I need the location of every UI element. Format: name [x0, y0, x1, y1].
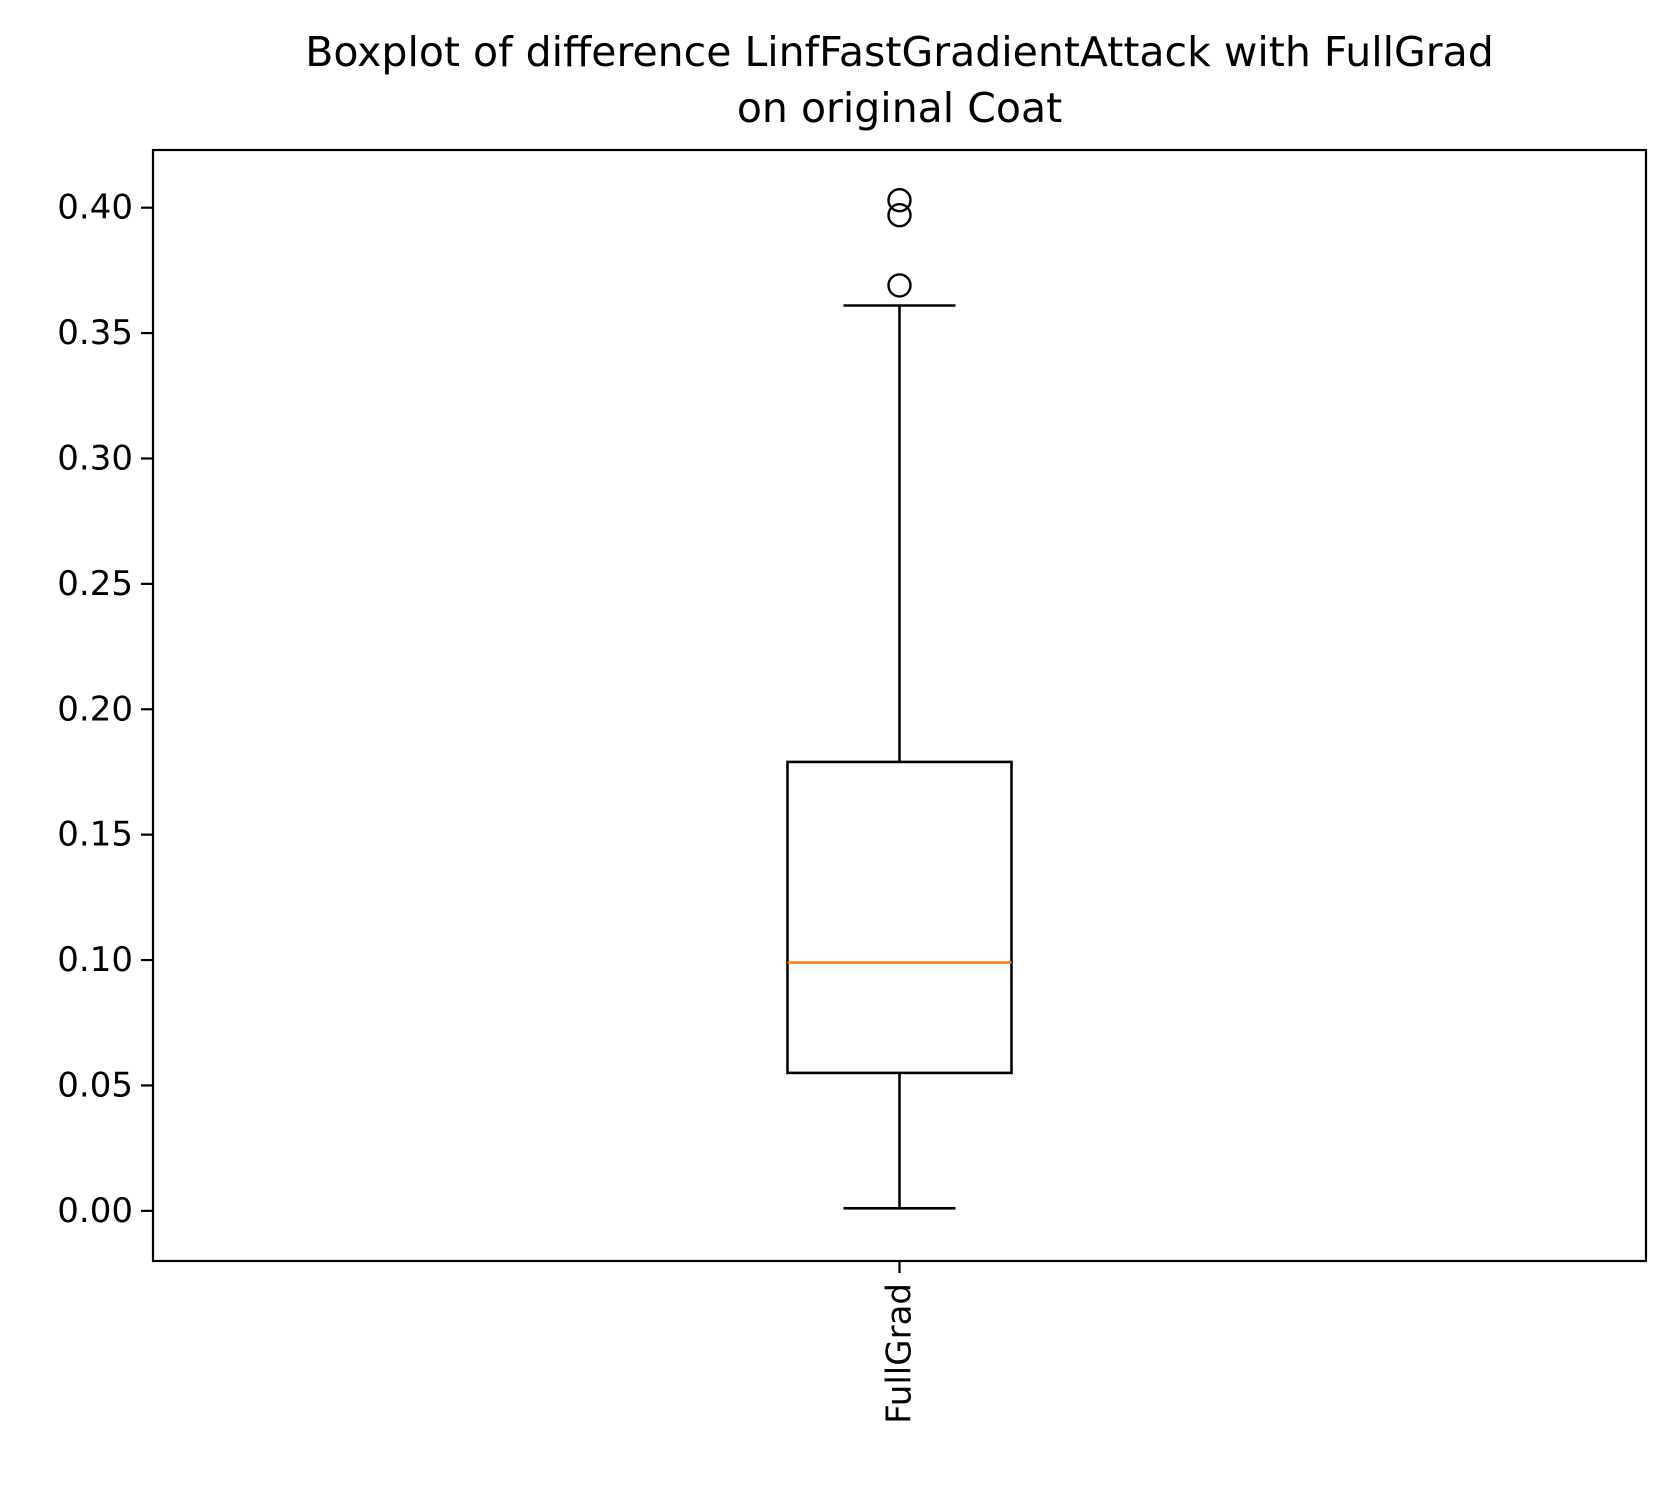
outlier-point [887, 203, 912, 228]
boxes [786, 187, 1013, 1210]
y-tick-label: 0.10 [57, 940, 133, 980]
outlier-point [887, 187, 912, 213]
outlier-point [887, 273, 912, 298]
x-axis: FullGrad [880, 1261, 920, 1424]
y-tick-label: 0.15 [57, 815, 133, 855]
y-tick-label: 0.00 [57, 1191, 133, 1231]
chart-title-line: Boxplot of difference LinfFastGradientAt… [305, 28, 1494, 76]
chart-title-line: on original Coat [737, 84, 1062, 132]
y-tick-label: 0.35 [57, 313, 133, 353]
chart-title: Boxplot of difference LinfFastGradientAt… [305, 28, 1494, 132]
y-axis: 0.00 0.05 0.10 0.15 0.20 0.25 0.30 0.35 0.40 [57, 188, 153, 1231]
y-tick-label: 0.40 [57, 188, 133, 228]
iqr-box [786, 760, 1013, 1075]
y-tick-label: 0.25 [57, 564, 133, 604]
y-tick-label: 0.30 [57, 438, 133, 478]
y-tick-label: 0.20 [57, 689, 133, 729]
y-tick-label: 0.05 [57, 1065, 133, 1105]
x-tick-label: FullGrad [880, 1283, 920, 1424]
box-fullgrad [786, 187, 1013, 1210]
